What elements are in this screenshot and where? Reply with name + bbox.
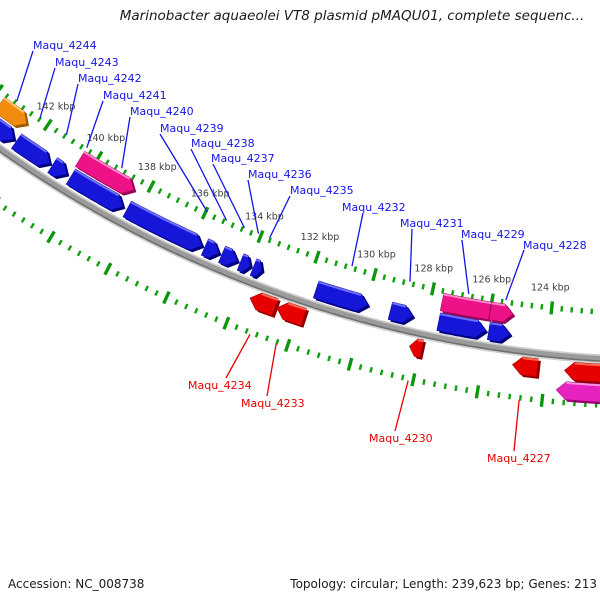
gene-arrow-gene-4244[interactable] (0, 110, 17, 144)
gene-label-Maqu_4228[interactable]: Maqu_4228 (523, 239, 587, 252)
gene-arrow-gene-4230[interactable] (408, 338, 426, 360)
gene-label-Maqu_4227[interactable]: Maqu_4227 (487, 452, 551, 465)
gene-arrow-gene-4229[interactable] (436, 312, 489, 340)
gene-arrows (0, 96, 600, 405)
leader-line-Maqu_4244 (16, 50, 34, 102)
gene-arrow-cds-orange-left[interactable] (0, 96, 30, 129)
summary-text: Topology: circular; Length: 239,623 bp; … (290, 577, 597, 591)
gene-labels: Maqu_4244 Maqu_4243 Maqu_4242 Maqu_4241 Maqu… (33, 39, 587, 465)
leader-line-Maqu_4234 (225, 334, 251, 379)
gene-arrow-gene-4233[interactable] (276, 302, 309, 328)
gene-label-Maqu_4239[interactable]: Maqu_4239 (160, 122, 224, 135)
leader-line-Maqu_4232 (351, 212, 364, 267)
gene-label-Maqu_4243[interactable]: Maqu_4243 (55, 56, 119, 69)
leader-line-Maqu_4236 (247, 179, 260, 234)
accession-text: Accession: NC_008738 (8, 577, 145, 591)
gene-arrow-gene-4227[interactable] (511, 356, 541, 379)
leader-line-Maqu_4242 (65, 83, 79, 136)
leader-line-Maqu_4235 (268, 195, 291, 239)
leader-line-Maqu_4240 (121, 116, 131, 169)
leader-line-Maqu_4238 (190, 148, 228, 221)
leader-line-Maqu_4228 (505, 249, 525, 301)
gene-arrow-gene-4235[interactable] (249, 258, 265, 280)
gene-label-Maqu_4234[interactable]: Maqu_4234 (188, 379, 252, 392)
ruler-label-126kbp: 126 kbp (472, 275, 511, 286)
gene-arrow-gene-right-edge[interactable] (563, 361, 600, 385)
gene-label-Maqu_4242[interactable]: Maqu_4242 (78, 72, 142, 85)
leader-line-Maqu_4229 (461, 239, 470, 295)
ruler-label-132kbp: 132 kbp (301, 232, 340, 243)
gene-arrow-cds-pink-4241[interactable] (74, 150, 137, 196)
ruler-label-140kbp: 140 kbp (86, 133, 125, 144)
leader-line-Maqu_4233 (266, 343, 277, 397)
leader-line-Maqu_4243 (39, 67, 56, 118)
gene-label-Maqu_4231[interactable]: Maqu_4231 (400, 217, 464, 230)
gene-label-Maqu_4240[interactable]: Maqu_4240 (130, 105, 194, 118)
gene-label-Maqu_4237[interactable]: Maqu_4237 (211, 152, 275, 165)
gene-label-Maqu_4238[interactable]: Maqu_4238 (191, 137, 255, 150)
ruler-label-124kbp: 124 kbp (531, 283, 570, 294)
ruler-label-136kbp: 136 kbp (191, 188, 230, 199)
gene-arrow-gene-4234[interactable] (249, 292, 281, 318)
gene-label-Maqu_4229[interactable]: Maqu_4229 (461, 228, 525, 241)
gene-arrow-gene-4238[interactable] (200, 238, 222, 261)
gene-arrow-gene-4241[interactable] (65, 168, 126, 213)
leader-line-Maqu_4239 (159, 133, 208, 213)
plasmid-backbone (0, 143, 600, 364)
gene-arrow-gene-4228[interactable] (487, 321, 513, 344)
ruler-label-134kbp: 134 kbp (245, 212, 284, 223)
leader-line-Maqu_4241 (86, 100, 104, 148)
gene-label-Maqu_4244[interactable]: Maqu_4244 (33, 39, 97, 52)
gene-arrow-gene-4232[interactable] (312, 280, 371, 314)
ruler-labels: 124 kbp 126 kbp 128 kbp 130 kbp 132 kbp 134 k… (37, 101, 570, 293)
gene-arrow-gene-4240-4239[interactable] (122, 200, 205, 253)
ruler-label-130kbp: 130 kbp (357, 249, 396, 260)
gene-arrow-cds-pink-4229[interactable] (439, 292, 494, 322)
leader-line-Maqu_4237 (212, 163, 246, 229)
ruler-label-128kbp: 128 kbp (414, 264, 453, 275)
leader-line-Maqu_4227 (513, 399, 520, 452)
leader-line-Maqu_4231 (409, 228, 413, 282)
gene-arrow-gene-4231[interactable] (387, 301, 416, 325)
gene-label-Maqu_4236[interactable]: Maqu_4236 (248, 168, 312, 181)
gene-label-Maqu_4233[interactable]: Maqu_4233 (241, 397, 305, 410)
label-leader-lines (16, 50, 525, 452)
gene-label-Maqu_4232[interactable]: Maqu_4232 (342, 201, 406, 214)
ruler-label-138kbp: 138 kbp (138, 162, 177, 173)
ruler-label-142kbp: 142 kbp (37, 101, 76, 112)
gene-label-Maqu_4230[interactable]: Maqu_4230 (369, 432, 433, 445)
gene-arrow-gene-4236[interactable] (236, 253, 253, 275)
status-bar: Accession: NC_008738 Topology: circular;… (0, 570, 600, 600)
sequence-title: Marinobacter aquaeolei VT8 plasmid pMAQU… (119, 8, 585, 24)
gene-arrow-cds-magenta-edge[interactable] (555, 381, 600, 405)
gene-label-Maqu_4241[interactable]: Maqu_4241 (103, 89, 167, 102)
gene-arrow-cds-pink-4228[interactable] (488, 301, 516, 324)
gene-arrow-gene-4242[interactable] (47, 157, 70, 180)
gene-arrow-gene-4237[interactable] (218, 245, 240, 268)
leader-line-Maqu_4230 (394, 380, 409, 432)
gene-arrow-gene-4243[interactable] (10, 133, 53, 169)
gene-label-Maqu_4235[interactable]: Maqu_4235 (290, 184, 354, 197)
